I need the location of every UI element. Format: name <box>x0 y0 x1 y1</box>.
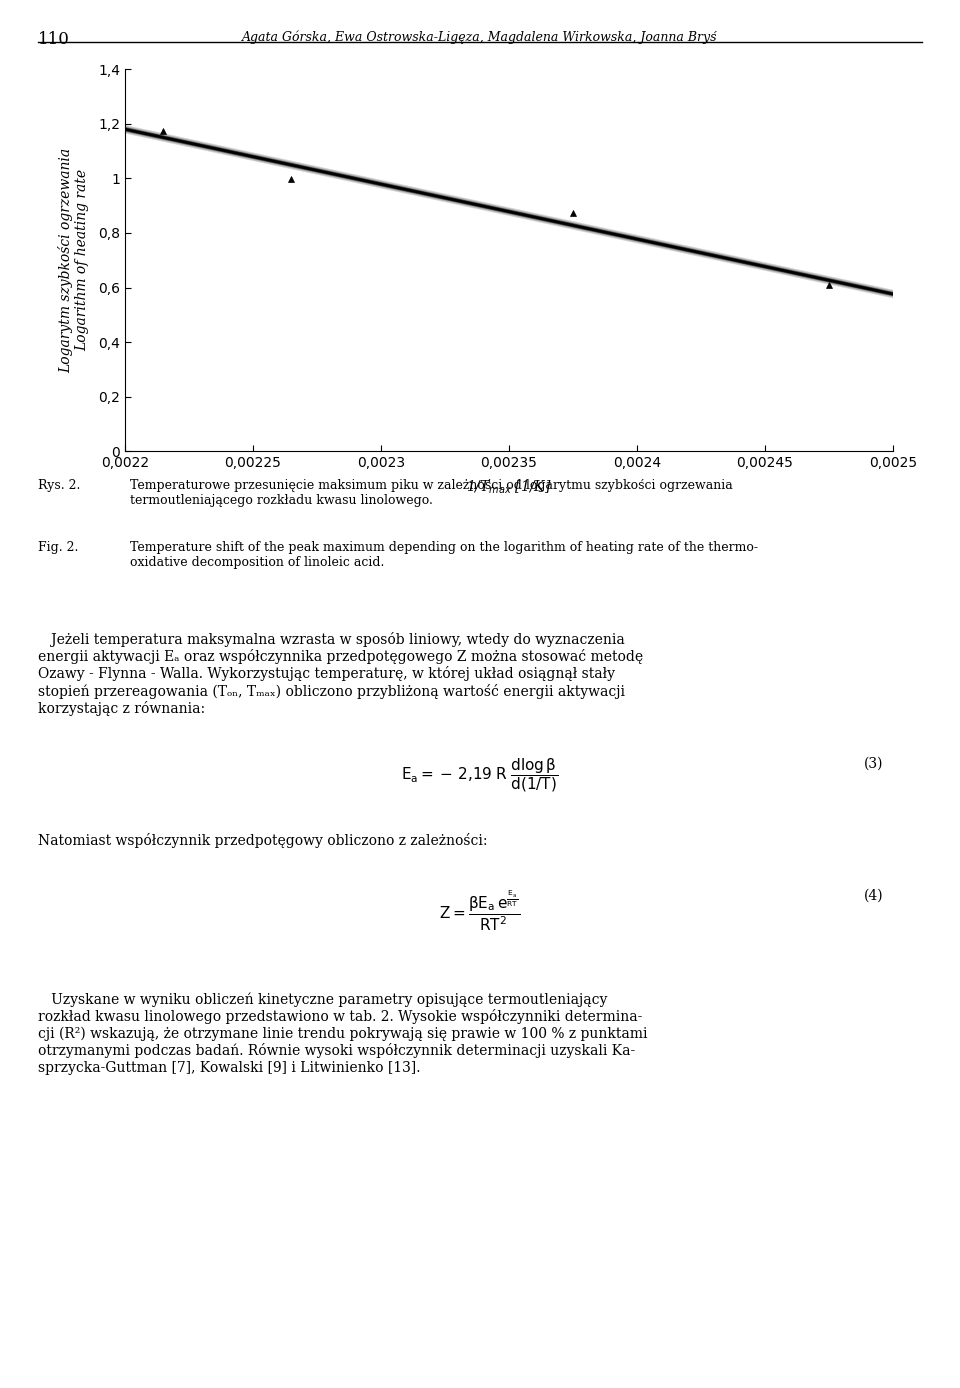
Text: Uzyskane w wyniku obliczeń kinetyczne parametry opisujące termoutleniający
rozkł: Uzyskane w wyniku obliczeń kinetyczne pa… <box>38 992 648 1074</box>
Text: Temperature shift of the peak maximum depending on the logarithm of heating rate: Temperature shift of the peak maximum de… <box>130 541 757 569</box>
Text: Temperaturowe przesunięcie maksimum piku w zależności od logarytmu szybkości ogr: Temperaturowe przesunięcie maksimum piku… <box>130 479 732 507</box>
Y-axis label: Logarytm szybkości ogrzewania
Logarithm of heating rate: Logarytm szybkości ogrzewania Logarithm … <box>59 147 89 373</box>
Text: 110: 110 <box>38 31 70 47</box>
Text: Agata Górska, Ewa Ostrowska-Ligęza, Magdalena Wirkowska, Joanna Bryś: Agata Górska, Ewa Ostrowska-Ligęza, Magd… <box>242 31 718 44</box>
Text: (3): (3) <box>864 756 883 770</box>
Text: Jeżeli temperatura maksymalna wzrasta w sposób liniowy, wtedy do wyznaczenia
ene: Jeżeli temperatura maksymalna wzrasta w … <box>38 632 643 716</box>
Text: Natomiast współczynnik przedpotęgowy obliczono z zależności:: Natomiast współczynnik przedpotęgowy obl… <box>38 833 488 848</box>
Text: Rys. 2.: Rys. 2. <box>38 479 81 491</box>
Text: $\mathrm{Z = \dfrac{\beta E_a\, e^{\frac{E_a}{RT}}}{RT^2}}$: $\mathrm{Z = \dfrac{\beta E_a\, e^{\frac… <box>440 888 520 933</box>
Text: Fig. 2.: Fig. 2. <box>38 541 79 554</box>
Text: (4): (4) <box>864 888 883 902</box>
X-axis label: 1/T$_{max}$ [1/K]: 1/T$_{max}$ [1/K] <box>466 479 552 496</box>
Text: $\mathrm{E_a = -\,2{,}19\;R\;\dfrac{d\log\beta}{d\left(1/T\right)}}$: $\mathrm{E_a = -\,2{,}19\;R\;\dfrac{d\lo… <box>401 756 559 794</box>
